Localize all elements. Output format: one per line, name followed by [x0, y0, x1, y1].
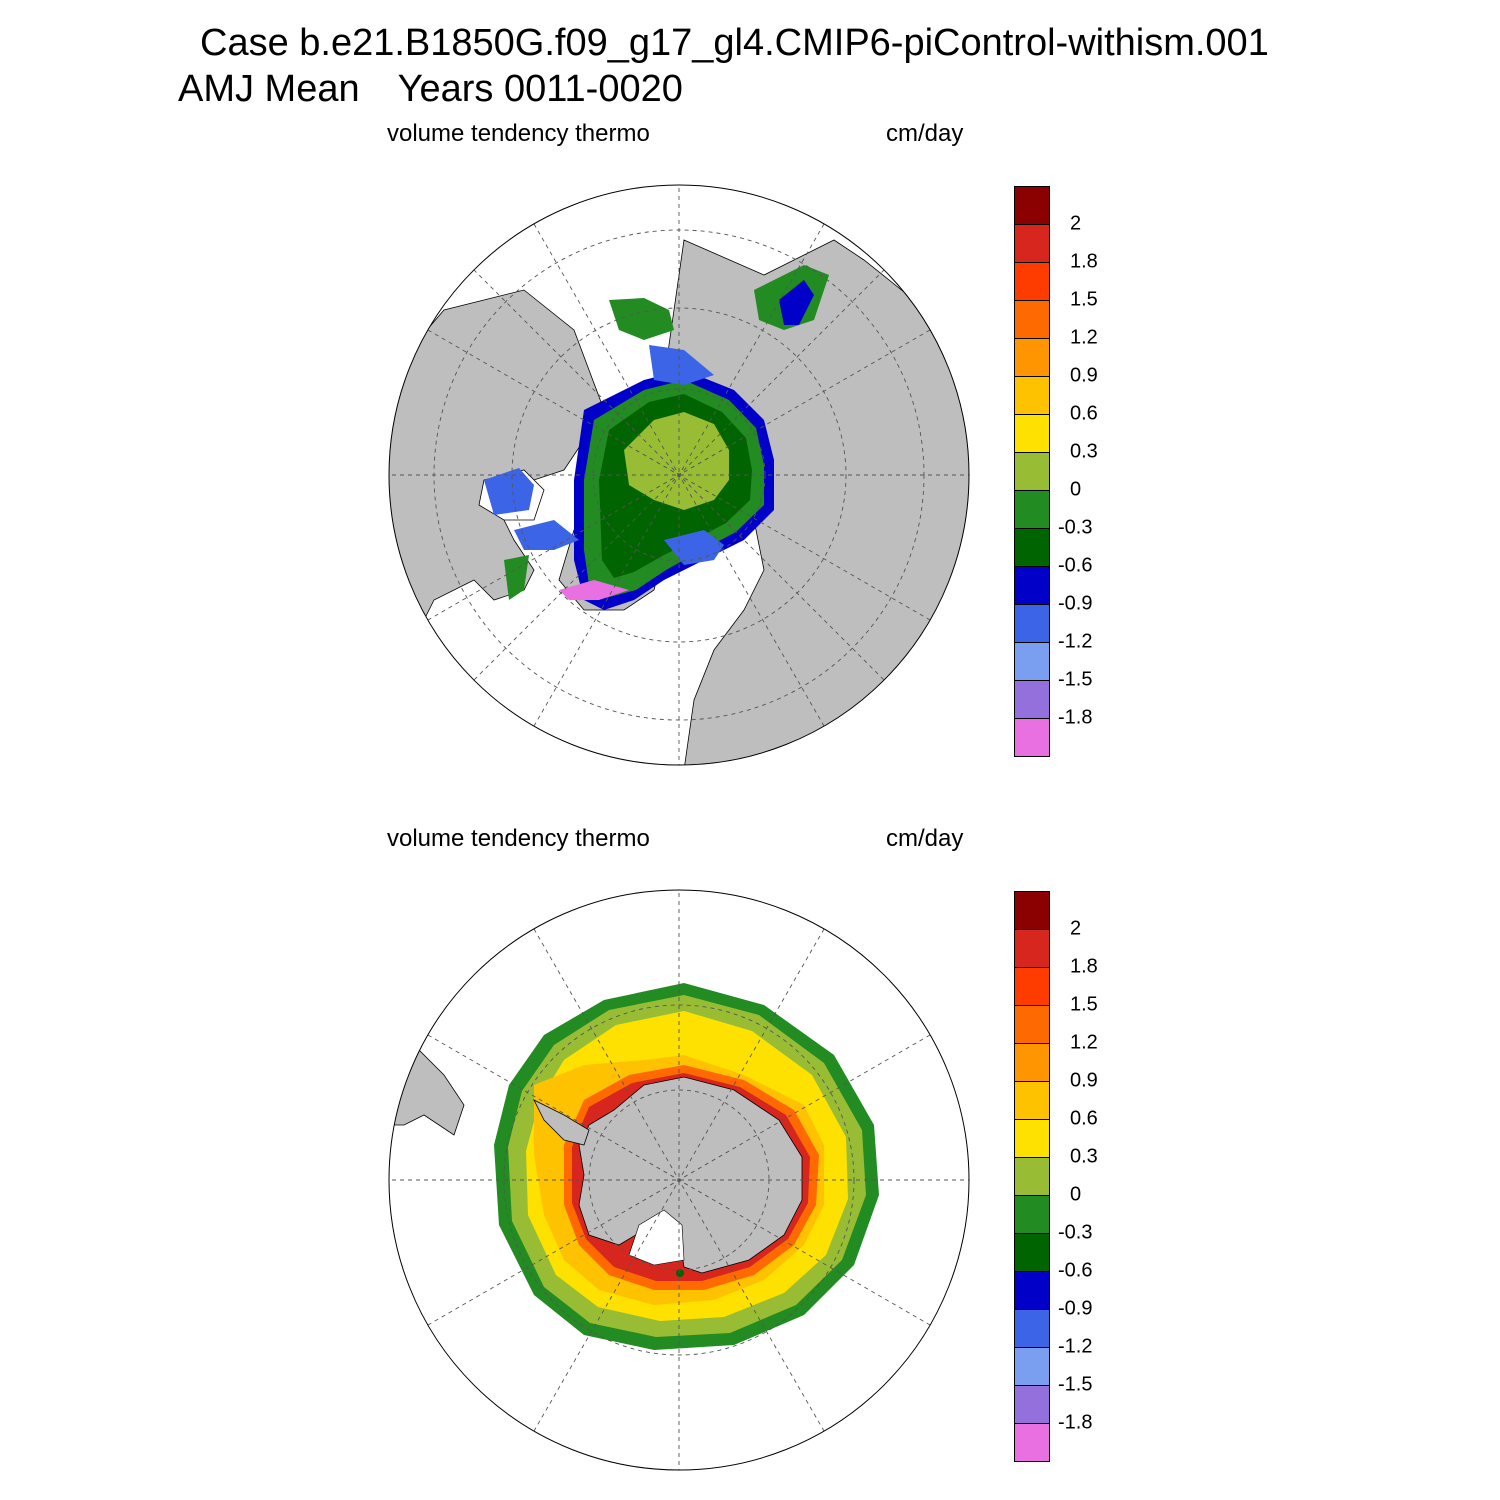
panel1-variable-label: volume tendency thermo: [387, 120, 650, 147]
colorbar-swatch: [1014, 929, 1050, 967]
north-colorbar: [1014, 186, 1050, 757]
colorbar-swatch: [1014, 224, 1050, 262]
colorbar-tick-label: 1.8: [1070, 250, 1098, 273]
south-ice-dot: [676, 1269, 684, 1277]
colorbar-tick-label: 2: [1070, 917, 1082, 940]
colorbar-swatch: [1014, 718, 1050, 757]
colorbar-swatch: [1014, 1157, 1050, 1195]
colorbar-swatch: [1014, 1233, 1050, 1271]
north-ice-hudson-blue: [484, 468, 534, 515]
colorbar-swatch: [1014, 566, 1050, 604]
colorbar-swatch: [1014, 1081, 1050, 1119]
years-label: Years 0011-0020: [397, 68, 683, 110]
colorbar-swatch: [1014, 891, 1050, 929]
colorbar-tick-label: 1.2: [1070, 326, 1098, 349]
south-land-peninsula: [533, 1099, 590, 1146]
colorbar-swatch: [1014, 376, 1050, 414]
colorbar-tick-label: -0.3: [1058, 516, 1093, 539]
colorbar-swatch: [1014, 262, 1050, 300]
colorbar-tick-label: 0.3: [1070, 1145, 1098, 1168]
colorbar-tick-label: -0.6: [1058, 1259, 1093, 1282]
panel2-variable-label: volume tendency thermo: [387, 825, 650, 852]
colorbar-tick-label: 0.9: [1070, 364, 1098, 387]
colorbar-swatch: [1014, 604, 1050, 642]
colorbar-swatch: [1014, 338, 1050, 376]
north-polar-map: [388, 184, 970, 766]
north-ice-chukchi: [609, 298, 674, 340]
colorbar-tick-label: 2: [1070, 212, 1082, 235]
north-ice-central: [624, 412, 729, 510]
colorbar-tick-label: 0.6: [1070, 402, 1098, 425]
colorbar-swatch: [1014, 300, 1050, 338]
colorbar-swatch: [1014, 680, 1050, 718]
colorbar-swatch: [1014, 186, 1050, 224]
colorbar-tick-label: -1.5: [1058, 1373, 1093, 1396]
colorbar-swatch: [1014, 490, 1050, 528]
colorbar-tick-label: -0.9: [1058, 1297, 1093, 1320]
north-ice-greenland-pink: [559, 580, 629, 600]
colorbar-swatch: [1014, 414, 1050, 452]
colorbar-swatch: [1014, 1347, 1050, 1385]
colorbar-tick-label: -0.3: [1058, 1221, 1093, 1244]
north-ice-okhotsk-blue: [779, 280, 814, 325]
colorbar-swatch: [1014, 1309, 1050, 1347]
north-ice-chukchi-blue: [649, 345, 714, 385]
colorbar-tick-label: -1.2: [1058, 630, 1093, 653]
colorbar-swatch: [1014, 452, 1050, 490]
case-title: Case b.e21.B1850G.f09_g17_gl4.CMIP6-piCo…: [200, 22, 1269, 64]
colorbar-tick-label: 1.5: [1070, 993, 1098, 1016]
colorbar-tick-label: 0.9: [1070, 1069, 1098, 1092]
colorbar-swatch: [1014, 642, 1050, 680]
panel2-units-label: cm/day: [886, 825, 964, 852]
colorbar-tick-label: 1.5: [1070, 288, 1098, 311]
north-ice-labrador-green: [504, 555, 529, 600]
season-label: AMJ Mean: [178, 68, 360, 110]
colorbar-tick-label: 1.2: [1070, 1031, 1098, 1054]
period-title: AMJ Mean Years 0011-0020: [178, 68, 683, 111]
colorbar-tick-label: 0.6: [1070, 1107, 1098, 1130]
colorbar-swatch: [1014, 1195, 1050, 1233]
colorbar-tick-label: 0.3: [1070, 440, 1098, 463]
colorbar-tick-label: -1.2: [1058, 1335, 1093, 1358]
colorbar-tick-label: -0.6: [1058, 554, 1093, 577]
colorbar-tick-label: -1.8: [1058, 1411, 1093, 1434]
colorbar-swatch: [1014, 528, 1050, 566]
colorbar-tick-label: -0.9: [1058, 592, 1093, 615]
colorbar-swatch: [1014, 1005, 1050, 1043]
colorbar-tick-label: -1.5: [1058, 668, 1093, 691]
colorbar-swatch: [1014, 1119, 1050, 1157]
colorbar-swatch: [1014, 1271, 1050, 1309]
panel1-units-label: cm/day: [886, 120, 964, 147]
colorbar-swatch: [1014, 1385, 1050, 1423]
colorbar-tick-label: 0: [1070, 1183, 1082, 1206]
colorbar-tick-label: -1.8: [1058, 706, 1093, 729]
colorbar-tick-label: 0: [1070, 478, 1082, 501]
colorbar-swatch: [1014, 1423, 1050, 1462]
south-polar-map: [388, 889, 970, 1471]
colorbar-swatch: [1014, 1043, 1050, 1081]
colorbar-swatch: [1014, 967, 1050, 1005]
south-colorbar: [1014, 891, 1050, 1462]
colorbar-tick-label: 1.8: [1070, 955, 1098, 978]
